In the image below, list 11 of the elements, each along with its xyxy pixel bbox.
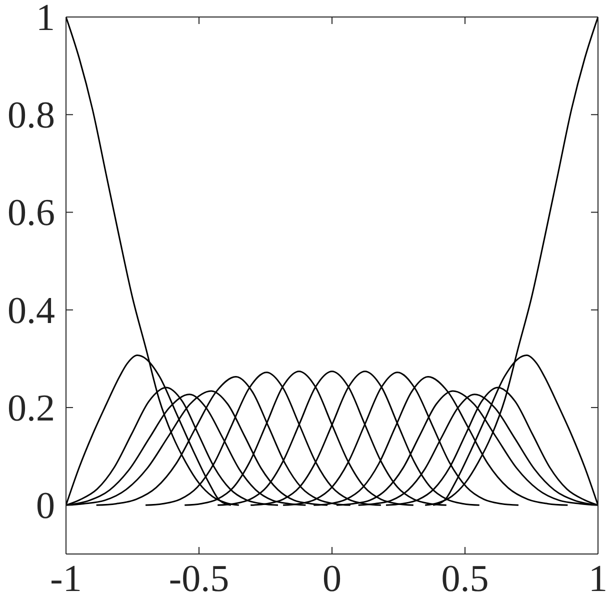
x-tick-label: 0 [322,558,342,598]
y-tick-label: 0.8 [8,94,55,137]
y-tick-label: 1 [36,0,55,39]
y-tick-label: 0.4 [8,290,55,332]
x-tick-label: 0.5 [441,558,489,598]
y-tick-label: 0.2 [8,387,55,430]
y-tick-label: 0 [36,485,55,528]
x-tick-label: -1 [50,558,82,598]
y-tick-label: 0.6 [8,192,55,234]
x-tick-label: 1 [588,558,608,598]
x-tick-label: -0.5 [168,558,230,598]
